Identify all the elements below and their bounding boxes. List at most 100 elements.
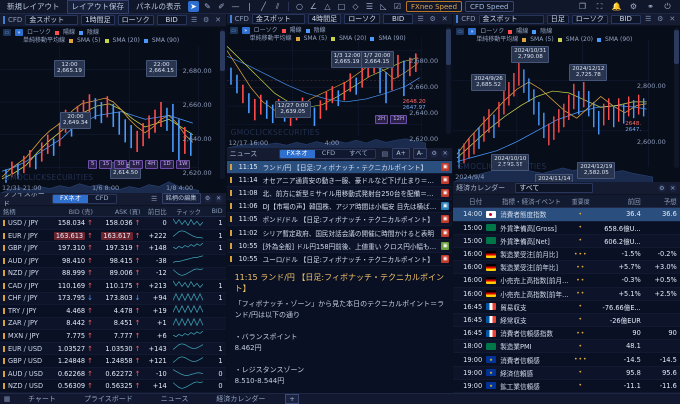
table-row[interactable]: EUR / USD 1.03527 ↑ 1.03530 ↑ +143 1	[0, 342, 226, 356]
grid-icon[interactable]: ▦	[3, 395, 11, 403]
calendar-row[interactable]: 16:00 製造業受注[前月比] ••• -1.5% -0.2%	[453, 247, 680, 262]
expand-chart-icon[interactable]: »	[468, 28, 477, 36]
chart-2-timeframe-select[interactable]: 4時間足	[307, 14, 342, 24]
fxneo-speed-button[interactable]: FXneo Speed	[406, 1, 463, 12]
cell-bid[interactable]: 110.169 ↑	[48, 279, 96, 293]
tab-calendar[interactable]: 経済カレンダー	[216, 395, 266, 403]
table-row[interactable]: EUR / JPY 163.613 ↑ 163.617 ↑ +222 1	[0, 229, 226, 243]
cell-bid[interactable]: 8.442 ↑	[48, 317, 96, 331]
cell-ask[interactable]: 110.175 ↑	[95, 279, 144, 293]
table-row[interactable]: GBP / USD 1.24848 ↑ 1.24858 ↑ +121 1	[0, 354, 226, 368]
cell-bid[interactable]: 158.034 ↑	[48, 216, 96, 230]
cell-ask[interactable]: 0.62272 ↑	[95, 367, 144, 381]
list-item[interactable]: 10:55 ユーロ/ドル 【日足:フィボナッチ・テクニカルポイント】 ▣	[226, 252, 453, 266]
table-row[interactable]: NZD / JPY 88.999 ↑ 89.006 ↑ -12	[0, 267, 226, 281]
tab-priceboard[interactable]: プライスボード	[83, 395, 133, 403]
cell-bid[interactable]: 197.310 ↑	[48, 241, 96, 255]
cell-ask[interactable]: 197.319 ↑	[95, 241, 144, 255]
chart-2-timeframe-chips[interactable]: 2H 12H	[374, 114, 407, 124]
cell-bid[interactable]: 4.468 ↑	[48, 304, 96, 318]
tf-chip[interactable]: 30	[114, 159, 128, 169]
cell-bid[interactable]: 7.775 ↑	[48, 329, 96, 343]
news-settings-icon[interactable]: ⚙	[430, 149, 439, 158]
cell-ask[interactable]: 173.803 ↓	[95, 292, 144, 306]
add-tab-button[interactable]: +	[285, 394, 299, 404]
circle-icon[interactable]: ○	[296, 2, 303, 11]
power-icon[interactable]: ⏻	[664, 1, 671, 11]
cell-ask[interactable]: 1.03530 ↑	[95, 342, 144, 356]
chart-1-side-select[interactable]: BID	[156, 15, 187, 25]
chart-1-canvas[interactable]: ▭ » ローソク 陽線 陰線 単純移動平均線 SMA (5) SMA (20) …	[0, 26, 226, 193]
tf-chip[interactable]: 5	[88, 159, 98, 169]
table-row[interactable]: TRY / JPY 4.468 ↑ 4.478 ↑ +19	[0, 304, 226, 318]
checkbox-icon[interactable]: ☑	[393, 2, 402, 11]
tab-cfd[interactable]: CFD	[88, 194, 116, 203]
bars-icon[interactable]: ☰	[365, 2, 374, 11]
list-item[interactable]: 11:08 北、前方に新型ミサイル用移動式発射台250台を配備＝朝鮮日報 ▣	[226, 186, 453, 201]
calendar-row[interactable]: 19:00 ★ 消費者信頼感 ••• -14.5 -14.5	[453, 353, 680, 367]
new-layout-button[interactable]: 新規レイアウト	[7, 1, 60, 11]
priceboard-settings-icon[interactable]: ⚙	[203, 194, 212, 203]
save-layout-button[interactable]: レイアウト保存	[66, 0, 129, 14]
tab-news-all[interactable]: すべて	[342, 149, 375, 158]
fib-icon[interactable]: ◺	[380, 2, 387, 11]
calendar-row[interactable]: 19:00 ★ 鉱工業信頼感 • -11.1 -11.6	[453, 379, 680, 393]
table-row[interactable]: AUD / USD 0.62268 ↑ 0.62272 ↑ -10 0	[0, 367, 226, 381]
font-smaller-button[interactable]: A-	[412, 148, 428, 159]
comment-icon[interactable]: ▭	[3, 29, 11, 37]
list-item[interactable]: 11:15 ランド/円 【日足:フィボナッチ・テクニカルポイント】 ▣	[226, 160, 453, 174]
cell-bid[interactable]: 0.56309 ↑	[48, 379, 96, 393]
chart-2-scrollbar[interactable]	[446, 26, 452, 134]
news-close-icon[interactable]: ✕	[441, 149, 450, 158]
cell-ask[interactable]: 7.777 ↑	[95, 329, 144, 343]
tab-news-fxneo[interactable]: FXネオ	[279, 149, 315, 158]
chart-3-scrollbar[interactable]	[673, 27, 679, 169]
table-row[interactable]: USD / JPY 158.034 ↑ 158.036 ↑ 0 1	[0, 216, 226, 230]
chart-3-side-select[interactable]: BID	[610, 14, 641, 25]
calendar-settings-icon[interactable]: ⚙	[657, 184, 666, 193]
chart-2-type-select[interactable]: ローソク	[344, 14, 381, 24]
chart-2-close-icon[interactable]: ✕	[441, 14, 448, 23]
indicator-icon[interactable]: ☰	[190, 15, 198, 24]
tf-chip[interactable]: 12H	[390, 114, 407, 124]
table-row[interactable]: GBP / JPY 197.310 ↑ 197.319 ↑ +148 1	[0, 241, 226, 255]
chart-3-type-select[interactable]: ローソク	[571, 14, 608, 25]
table-row[interactable]: CAD / JPY 110.169 ↑ 110.175 ↑ +213 1	[0, 279, 226, 293]
tf-chip[interactable]: 1W	[175, 159, 191, 169]
priceboard-close-icon[interactable]: ✕	[214, 194, 223, 203]
trendline-icon[interactable]: ╱	[261, 2, 266, 11]
tf-chip[interactable]: 15	[99, 159, 113, 169]
cell-ask[interactable]: 158.036 ↑	[95, 216, 144, 230]
chart-2-canvas[interactable]: ▭ » ローソク 陽線 陰線 単純移動平均線 SMA (5) SMA (20) …	[226, 24, 453, 148]
cell-bid[interactable]: 1.03527 ↑	[48, 342, 96, 356]
list-item[interactable]: 11:14 オセアニア通貨安の動き一服、豪ドルなど下げ止まり＝8日東京...▣	[226, 173, 453, 187]
cell-ask[interactable]: 98.415 ↑	[95, 254, 144, 268]
triangle-icon[interactable]: △	[324, 2, 331, 11]
edit-symbols-button[interactable]: 銘柄の編集	[161, 193, 201, 205]
parallel-icon[interactable]: ⫽	[275, 1, 280, 11]
cell-bid[interactable]: 1.24848 ↑	[48, 354, 96, 368]
tf-chip[interactable]: 1D	[160, 159, 174, 169]
chart-3-canvas[interactable]: ▭ » ローソク 陽線 陰線 単純移動平均線 SMA (5) SMA (20) …	[453, 25, 680, 183]
priceboard-tabs[interactable]: FXネオ CFD	[52, 193, 117, 204]
chart-2-side-select[interactable]: BID	[383, 14, 414, 24]
bell-icon[interactable]: 🔔	[611, 2, 622, 11]
table-row[interactable]: ZAR / JPY 8.442 ↑ 8.451 ↑ +1	[0, 317, 226, 331]
chart-3-settings-icon[interactable]: ⚙	[657, 15, 664, 24]
chart-1-timeframe-select[interactable]: 1時間足	[81, 15, 115, 25]
chart-3-symbol-select[interactable]: 金スポット	[478, 14, 544, 25]
chart-1-close-icon[interactable]: ✕	[215, 15, 222, 24]
cell-bid[interactable]: 173.795 ↓	[48, 292, 96, 306]
news-list-icon[interactable]: ▤	[381, 149, 389, 158]
list-item[interactable]: 10:55 [外為全般] ドル円158円前後、上値重い クロス円小幅もみ合う ▣	[226, 239, 453, 253]
chart-2-settings-icon[interactable]: ⚙	[429, 14, 436, 23]
indicator-icon[interactable]: ☰	[645, 15, 652, 24]
cell-bid[interactable]: 0.62268 ↑	[48, 367, 96, 381]
cell-ask[interactable]: 0.56325 ↑	[95, 379, 144, 393]
table-row[interactable]: NZD / USD 0.56309 ↑ 0.56325 ↑ +14 0	[0, 379, 226, 393]
cell-ask[interactable]: 4.478 ↑	[95, 304, 144, 318]
chart-2-symbol-select[interactable]: 金スポット	[251, 14, 305, 24]
cell-ask[interactable]: 163.617 ↑	[95, 229, 144, 243]
expand-chart-icon[interactable]: »	[241, 27, 250, 34]
calendar-filter-select[interactable]: すべて	[515, 183, 594, 193]
